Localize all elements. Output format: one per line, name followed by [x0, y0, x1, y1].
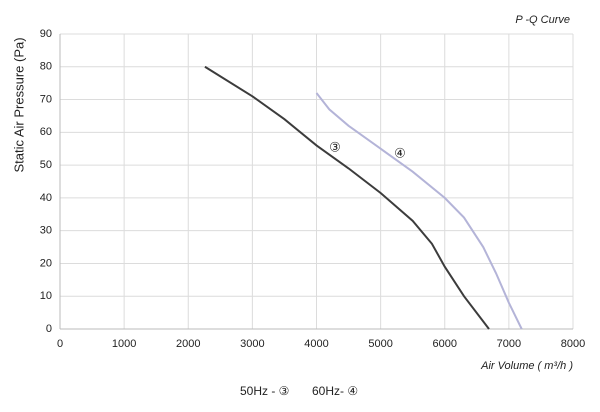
y-tick-label: 50	[40, 159, 52, 171]
y-tick-label: 0	[46, 323, 52, 335]
annotation: ④	[394, 145, 406, 160]
legend-entry: 50Hz - ③	[240, 384, 289, 398]
x-tick-label: 2000	[176, 338, 200, 350]
legend-entry: 60Hz- ④	[312, 384, 358, 398]
y-tick-label: 30	[40, 225, 52, 237]
series-line	[204, 65, 490, 330]
annotation: ③	[329, 139, 341, 154]
y-tick-label: 10	[40, 290, 52, 302]
x-axis-label: Air Volume ( m³/h )	[480, 360, 573, 372]
x-tick-label: 5000	[368, 338, 392, 350]
y-tick-label: 80	[40, 61, 52, 73]
y-tick-label: 60	[40, 126, 52, 138]
chart-title: P -Q Curve	[515, 14, 570, 26]
x-tick-label: 6000	[433, 338, 457, 350]
x-tick-label: 0	[57, 338, 63, 350]
y-tick-label: 70	[40, 93, 52, 105]
x-tick-label: 8000	[561, 338, 585, 350]
y-axis-label: Static Air Pressure (Pa)	[11, 37, 26, 172]
x-tick-label: 7000	[497, 338, 521, 350]
y-tick-label: 90	[40, 28, 52, 40]
y-tick-label: 20	[40, 257, 52, 269]
series-line	[315, 92, 523, 330]
y-tick-label: 40	[40, 192, 52, 204]
x-tick-label: 3000	[240, 338, 264, 350]
x-tick-label: 1000	[112, 338, 136, 350]
x-tick-label: 4000	[304, 338, 328, 350]
